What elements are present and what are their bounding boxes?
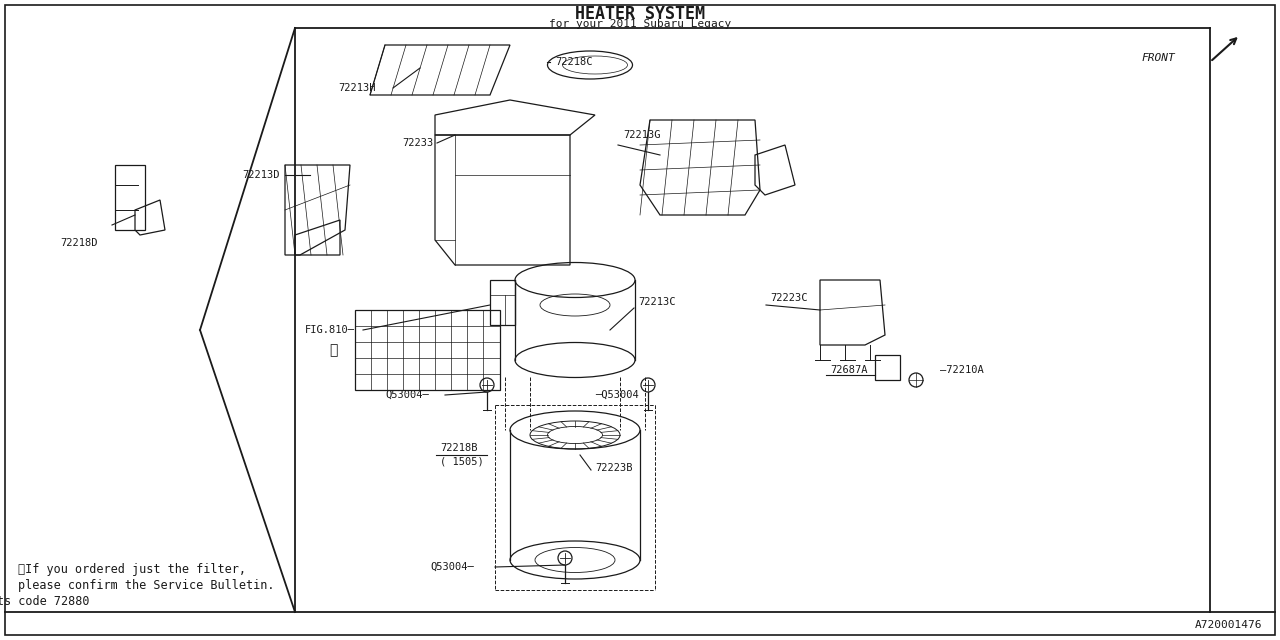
Text: ※If you ordered just the filter,: ※If you ordered just the filter, (18, 563, 246, 577)
Text: 72213G: 72213G (623, 130, 660, 140)
Text: 72223C: 72223C (771, 293, 808, 303)
Text: 72687A: 72687A (829, 365, 868, 375)
Text: 72223B: 72223B (595, 463, 632, 473)
Text: 72233: 72233 (402, 138, 433, 148)
Text: 72213C: 72213C (637, 297, 676, 307)
Text: 72218D: 72218D (60, 238, 97, 248)
Text: for your 2011 Subaru Legacy: for your 2011 Subaru Legacy (549, 19, 731, 29)
Text: A720001476: A720001476 (1194, 620, 1262, 630)
Text: ※: ※ (329, 343, 337, 357)
Text: FRONT: FRONT (1142, 53, 1175, 63)
Text: ─Q53004: ─Q53004 (595, 390, 639, 400)
Text: parts code 72880: parts code 72880 (0, 595, 90, 609)
Text: 72213H: 72213H (338, 83, 375, 93)
Text: ( 1505): ( 1505) (440, 456, 484, 466)
Text: 72218C: 72218C (556, 57, 593, 67)
Text: FIG.810─: FIG.810─ (305, 325, 355, 335)
Text: HEATER SYSTEM: HEATER SYSTEM (575, 5, 705, 23)
Text: 72218B: 72218B (440, 443, 477, 453)
Text: please confirm the Service Bulletin.: please confirm the Service Bulletin. (18, 579, 274, 593)
Text: Q53004─: Q53004─ (430, 562, 474, 572)
Text: Q53004─: Q53004─ (385, 390, 429, 400)
Text: 72213D: 72213D (242, 170, 279, 180)
Text: —72210A: —72210A (940, 365, 984, 375)
